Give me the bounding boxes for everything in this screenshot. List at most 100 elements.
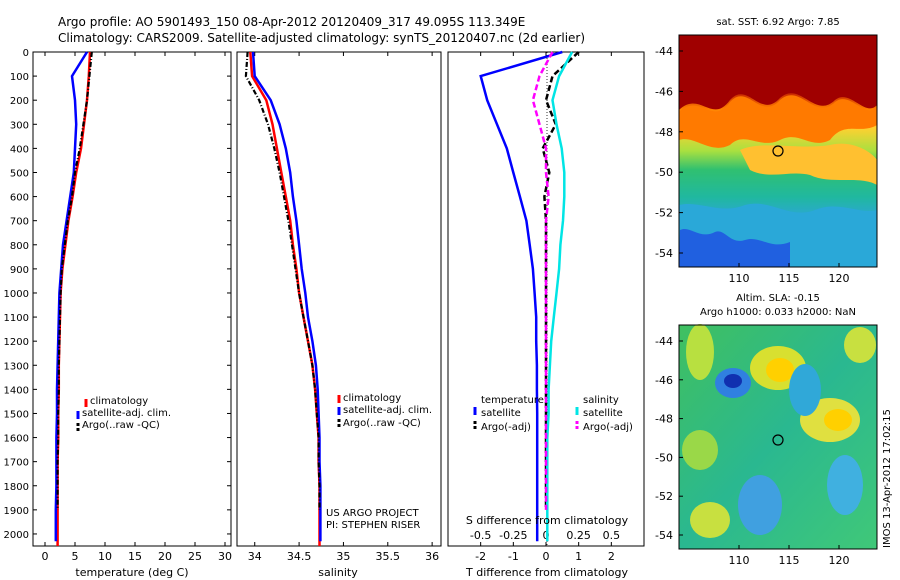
salinity-series bbox=[244, 51, 322, 546]
legend-label-temp-satellite: satellite bbox=[481, 408, 521, 419]
depth-tick-label: 1800 bbox=[4, 482, 29, 493]
map-sst-frame bbox=[678, 34, 878, 268]
map-sla-low-2 bbox=[789, 364, 821, 416]
s-tick-label: 0.25 bbox=[566, 529, 591, 542]
depth-tick-label: 800 bbox=[10, 241, 29, 252]
map-sst-title: sat. SST: 6.92 Argo: 7.85 bbox=[716, 17, 839, 28]
lat-tick-label: -48 bbox=[655, 413, 673, 426]
lon-tick-label: 120 bbox=[829, 554, 850, 567]
credit-pi: PI: STEPHEN RISER bbox=[326, 520, 420, 531]
legend-label-temp-argo: Argo(-adj) bbox=[481, 422, 531, 433]
x-tick-label: 36 bbox=[425, 550, 439, 563]
map-sst-axis-ticks: -44 -46 -48 -50 -52 -54 110 115 120 bbox=[655, 45, 849, 285]
difference-legend: temperature salinity satellite Argo(-adj… bbox=[473, 395, 633, 433]
map-sla-high-2 bbox=[686, 324, 714, 380]
panel-difference: -2 -1 0 1 2 -0.5 -0.25 0 0.25 0.5 temperature sal… bbox=[447, 50, 645, 579]
x-tick-label: 30 bbox=[218, 550, 232, 563]
map-sst-front bbox=[679, 95, 877, 148]
depth-tick-label: 1600 bbox=[4, 434, 29, 445]
x-tick-label: 35.5 bbox=[376, 550, 401, 563]
series-line-salinity-satellite bbox=[546, 51, 574, 542]
lat-tick-label: -54 bbox=[655, 529, 673, 542]
legend-label-argo: Argo(..raw -QC) bbox=[82, 420, 160, 431]
temperature-axis-ticks: 0 5 10 15 20 25 30 bbox=[42, 52, 232, 563]
legend-label-satellite: satellite-adj. clim. bbox=[82, 408, 171, 419]
credit-project: US ARGO PROJECT bbox=[326, 508, 420, 519]
map-sla-low-4 bbox=[827, 455, 863, 515]
difference-series bbox=[479, 50, 580, 542]
x-tick-label: 5 bbox=[72, 550, 79, 563]
depth-tick-label: 700 bbox=[10, 217, 29, 228]
depth-tick-label: 600 bbox=[10, 193, 29, 204]
title-line-1: Argo profile: AO 5901493_150 08-Apr-2012… bbox=[58, 15, 525, 29]
difference-axis-ticks: -2 -1 0 1 2 -0.5 -0.25 0 0.25 0.5 bbox=[470, 52, 620, 563]
depth-tick-label: 400 bbox=[10, 144, 29, 155]
panel-salinity-frame bbox=[236, 51, 442, 547]
series-line-temperature-satellite bbox=[479, 50, 563, 542]
x-tick-label: 15 bbox=[128, 550, 142, 563]
map-sla-frame bbox=[678, 324, 878, 550]
depth-tick-label: 500 bbox=[10, 168, 29, 179]
series-line-salinity-argo-adj bbox=[531, 51, 554, 510]
panel-temperature: 0100200300400500600700800900100011001200… bbox=[4, 48, 644, 579]
depth-tick-label: 100 bbox=[10, 72, 29, 83]
legend-label-argo: Argo(..raw -QC) bbox=[343, 418, 421, 429]
lat-tick-label: -50 bbox=[655, 166, 673, 179]
map-sla-high-3 bbox=[844, 327, 876, 363]
x-tick-label: 10 bbox=[98, 550, 112, 563]
map-sla-low-1-core bbox=[724, 374, 742, 388]
lat-tick-label: -50 bbox=[655, 451, 673, 464]
depth-tick-label: 1400 bbox=[4, 385, 29, 396]
legend-title-salinity: salinity bbox=[583, 395, 619, 406]
lon-tick-label: 115 bbox=[779, 554, 800, 567]
x-tick-label: 0 bbox=[42, 550, 49, 563]
x-tick-label: 35 bbox=[336, 550, 350, 563]
x-tick-label: -1 bbox=[508, 550, 519, 563]
map-sla-title-2: Argo h1000: 0.033 h2000: NaN bbox=[700, 307, 856, 318]
map-sst-warm-region bbox=[679, 35, 877, 110]
lat-tick-label: -46 bbox=[655, 374, 673, 387]
t-difference-axis-label: T difference from climatology bbox=[465, 566, 628, 579]
x-tick-label: 34.5 bbox=[287, 550, 312, 563]
depth-tick-label: 900 bbox=[10, 265, 29, 276]
map-sla: Altim. SLA: -0.15 Argo h1000: 0.033 h200… bbox=[655, 293, 878, 567]
panel-temperature-frame bbox=[32, 51, 232, 547]
depth-tick-label: 1900 bbox=[4, 506, 29, 517]
lat-tick-label: -46 bbox=[655, 85, 673, 98]
map-sla-axis-ticks: -44 -46 -48 -50 -52 -54 110 115 120 bbox=[655, 335, 849, 567]
series-line-satellite-adj-clim bbox=[54, 51, 89, 542]
map-sst-argo-marker bbox=[772, 145, 784, 157]
map-sla-high-4-core bbox=[824, 409, 852, 431]
legend-title-temperature: temperature bbox=[481, 395, 544, 406]
x-tick-label: 25 bbox=[188, 550, 202, 563]
depth-tick-label: 1700 bbox=[4, 458, 29, 469]
lon-tick-label: 115 bbox=[779, 272, 800, 285]
lon-tick-label: 120 bbox=[829, 272, 850, 285]
x-tick-label: -2 bbox=[475, 550, 486, 563]
lon-tick-label: 110 bbox=[729, 272, 750, 285]
s-tick-label: -0.5 bbox=[470, 529, 491, 542]
depth-tick-label: 300 bbox=[10, 120, 29, 131]
map-sla-low-3 bbox=[738, 475, 782, 535]
x-tick-label: 1 bbox=[575, 550, 582, 563]
x-tick-label: 2 bbox=[608, 550, 615, 563]
lat-tick-label: -48 bbox=[655, 126, 673, 139]
panel-salinity: 34 34.5 35 35.5 36 climatology satellite-adj… bbox=[236, 51, 442, 579]
map-sla-title-1: Altim. SLA: -0.15 bbox=[736, 293, 820, 304]
legend-label-climatology: climatology bbox=[90, 396, 148, 407]
lat-tick-label: -54 bbox=[655, 247, 673, 260]
depth-tick-label: 1100 bbox=[4, 313, 29, 324]
legend-label-satellite: satellite-adj. clim. bbox=[343, 405, 432, 416]
depth-tick-label: 200 bbox=[10, 96, 29, 107]
x-tick-label: 20 bbox=[158, 550, 172, 563]
map-sla-high-6 bbox=[690, 502, 730, 538]
depth-tick-label: 1000 bbox=[4, 289, 29, 300]
temperature-legend: climatology satellite-adj. clim. Argo(..… bbox=[76, 396, 171, 431]
lat-tick-label: -44 bbox=[655, 335, 673, 348]
salinity-legend: climatology satellite-adj. clim. Argo(..… bbox=[337, 393, 432, 429]
s-tick-label: 0.5 bbox=[603, 529, 621, 542]
series-line-argo-raw-qc bbox=[56, 51, 93, 510]
legend-label-sal-argo: Argo(-adj) bbox=[583, 422, 633, 433]
timestamp-stamp: IMOS 13-Apr-2012 17:02:15 bbox=[882, 409, 893, 548]
